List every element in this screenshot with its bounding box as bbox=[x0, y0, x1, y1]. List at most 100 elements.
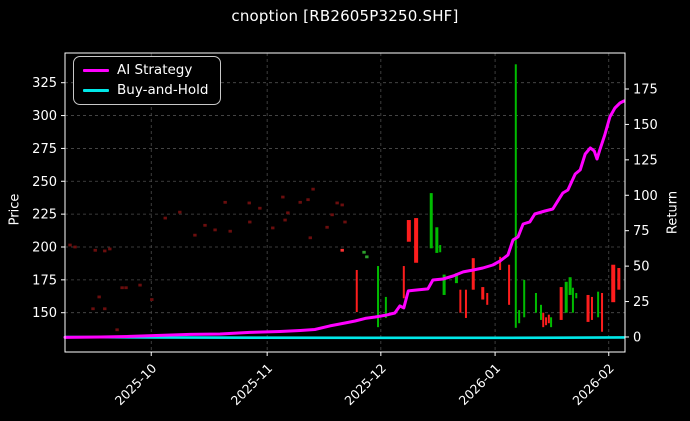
sparse-trades-layer bbox=[68, 187, 369, 332]
trade-dot bbox=[365, 255, 369, 259]
return-tick-label: 0 bbox=[633, 330, 641, 345]
candle-down bbox=[545, 317, 548, 326]
trade-dot bbox=[103, 307, 107, 311]
candle-down bbox=[499, 256, 502, 270]
date-tick-label: 2025-10 bbox=[112, 360, 160, 408]
trade-dot bbox=[193, 233, 197, 237]
return-tick-label: 125 bbox=[633, 153, 658, 168]
chart-title: cnoption [RB2605P3250.SHF] bbox=[231, 7, 459, 25]
trade-dot bbox=[298, 200, 302, 204]
line-ai-strategy bbox=[63, 99, 626, 339]
trade-dot bbox=[91, 307, 95, 311]
return-tick-label: 100 bbox=[633, 189, 658, 204]
legend-label-ai-strategy: AI Strategy bbox=[117, 62, 193, 78]
candle-down bbox=[547, 314, 550, 324]
candle-up bbox=[550, 317, 553, 328]
price-tick-label: 250 bbox=[32, 175, 57, 190]
price-tick-label: 325 bbox=[32, 76, 57, 91]
trade-dot bbox=[120, 286, 124, 290]
trade-dot bbox=[325, 225, 329, 229]
candle-up bbox=[571, 287, 574, 313]
candle-down bbox=[508, 264, 511, 305]
buy-and-hold-line-swatch bbox=[83, 88, 109, 92]
return-tick-label: 25 bbox=[633, 295, 650, 310]
candle-down bbox=[471, 258, 475, 290]
trade-dot bbox=[213, 228, 217, 232]
candle-down bbox=[355, 269, 358, 313]
trade-dot bbox=[97, 295, 101, 299]
trade-dot bbox=[163, 216, 167, 220]
trade-dot bbox=[311, 187, 315, 191]
candle-down bbox=[402, 266, 405, 299]
date-tick-label: 2025-12 bbox=[341, 361, 389, 409]
candle-up bbox=[597, 291, 600, 318]
date-tick-label: 2026-02 bbox=[569, 361, 617, 409]
candle-up bbox=[442, 274, 446, 295]
price-tick-label: 300 bbox=[32, 109, 57, 124]
price-tick-label: 275 bbox=[32, 142, 57, 157]
return-tick-label: 75 bbox=[633, 224, 650, 239]
trade-dot bbox=[108, 247, 112, 251]
line-buy-and-hold bbox=[63, 335, 626, 340]
trade-dot bbox=[73, 245, 77, 249]
trade-dot bbox=[281, 195, 285, 199]
candle-up bbox=[540, 304, 542, 320]
strategy-lines-layer bbox=[63, 99, 626, 340]
candle-down bbox=[481, 287, 485, 300]
candle-down bbox=[590, 296, 593, 320]
price-tick-label: 200 bbox=[32, 240, 57, 255]
candle-up bbox=[454, 273, 458, 284]
date-tick-label: 2026-01 bbox=[456, 361, 504, 409]
candles-layer bbox=[355, 64, 621, 332]
trade-dot bbox=[223, 200, 227, 204]
axes-layer: 150 175 200 225 250 275 300 325 0 25 50 75 100 125 150… bbox=[32, 52, 658, 409]
candle-down bbox=[414, 218, 419, 263]
price-tick-label: 225 bbox=[32, 208, 57, 223]
legend-label-buy-and-hold: Buy-and-Hold bbox=[117, 82, 209, 98]
candle-up bbox=[439, 245, 442, 253]
candle-down bbox=[559, 287, 563, 320]
trade-dot bbox=[228, 229, 232, 233]
candle-up bbox=[435, 227, 439, 253]
candle-up bbox=[523, 279, 526, 318]
chart-legend: AI Strategy Buy-and-Hold bbox=[73, 56, 222, 105]
trade-dot bbox=[247, 201, 251, 205]
candle-down bbox=[542, 312, 545, 328]
candle-down bbox=[601, 292, 604, 332]
candle-down bbox=[586, 294, 590, 322]
candle-up bbox=[575, 292, 578, 299]
candle-up bbox=[377, 266, 380, 328]
trade-dot bbox=[178, 210, 182, 214]
price-tick-label: 175 bbox=[32, 273, 57, 288]
trade-dot bbox=[115, 328, 119, 332]
trade-dot bbox=[271, 226, 275, 230]
trade-dot bbox=[248, 220, 252, 224]
candle-down bbox=[486, 292, 489, 305]
plot-spines bbox=[64, 52, 626, 353]
price-tick-label: 150 bbox=[32, 306, 57, 321]
trade-dot bbox=[340, 248, 344, 252]
trade-dot bbox=[340, 203, 344, 207]
ai-strategy-line-swatch bbox=[83, 68, 109, 72]
trade-dot bbox=[103, 249, 107, 253]
candle-up bbox=[518, 310, 521, 324]
candle-up bbox=[568, 277, 572, 295]
candle-up bbox=[564, 281, 568, 313]
trade-dot bbox=[283, 218, 287, 222]
trade-dot bbox=[203, 223, 207, 227]
candle-down bbox=[459, 289, 462, 313]
return-tick-label: 50 bbox=[633, 260, 650, 275]
candle-up bbox=[429, 193, 433, 249]
trade-dot bbox=[335, 201, 339, 205]
candle-down bbox=[406, 220, 411, 242]
trade-dot bbox=[258, 206, 262, 210]
return-tick-label: 175 bbox=[633, 82, 658, 97]
candle-down bbox=[617, 268, 621, 290]
trade-dot bbox=[150, 298, 154, 301]
trade-dot bbox=[362, 250, 366, 254]
legend-item-buy-and-hold: Buy-and-Hold bbox=[83, 82, 208, 98]
legend-item-ai-strategy: AI Strategy bbox=[83, 62, 208, 78]
trade-dot bbox=[343, 220, 347, 224]
date-tick-label: 2025-11 bbox=[228, 361, 276, 409]
